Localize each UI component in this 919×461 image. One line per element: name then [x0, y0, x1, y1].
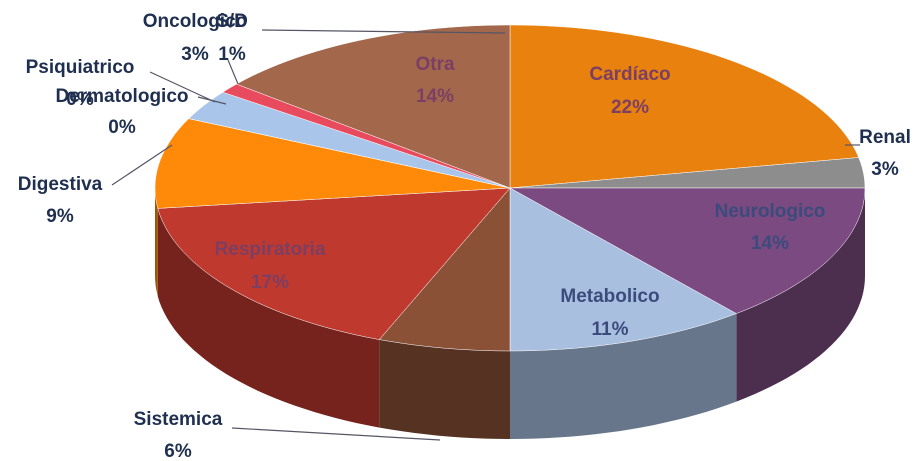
leader-line: [227, 59, 239, 85]
slice-side: [736, 188, 865, 402]
slice-value-label: 11%: [592, 319, 629, 340]
slice: [509, 187, 737, 352]
slice: [235, 24, 511, 189]
leader-line: [261, 29, 506, 34]
slice: [378, 187, 511, 352]
slice-value-label: 6%: [164, 441, 192, 461]
slice-label: S/D: [216, 11, 248, 32]
slice-value-label: 17%: [251, 272, 289, 293]
slice: [509, 157, 866, 189]
slice-value-label: 0%: [66, 89, 94, 110]
slice-value-label: 1%: [218, 44, 246, 65]
slice-value-label: 9%: [46, 206, 74, 227]
slice-label: Renal: [859, 127, 911, 148]
slice-label: Cardíaco: [589, 64, 670, 85]
slice-label: Metabolico: [560, 286, 659, 307]
slice-side: [157, 208, 380, 428]
slice-label: Digestiva: [18, 174, 103, 195]
slice-label: Psiquiatrico: [26, 57, 135, 78]
slice: [509, 187, 866, 314]
slice: [157, 187, 511, 340]
slice-value-label: 22%: [611, 97, 649, 118]
leader-line: [149, 71, 216, 103]
slice-value-label: 14%: [416, 86, 454, 107]
slice-label: Otra: [415, 54, 455, 75]
slice-side: [155, 188, 158, 297]
slice-side: [379, 339, 510, 439]
slice-label: Neurologico: [715, 201, 826, 222]
slice-label: Oncologico: [143, 11, 248, 32]
slice: [188, 91, 511, 189]
slice-label: Sistemica: [134, 409, 223, 430]
leader-line: [231, 427, 441, 441]
slice: [509, 24, 860, 189]
leader-line: [111, 144, 173, 186]
slice-value-label: 0%: [108, 117, 136, 138]
slice-value-label: 3%: [871, 159, 899, 180]
slice-label: Respiratoria: [215, 239, 326, 260]
slice-value-label: 14%: [751, 233, 789, 254]
slice-label: Dermatologico: [55, 86, 188, 107]
slice-side: [510, 313, 737, 439]
slice: [154, 118, 511, 209]
slice-value-label: 3%: [181, 44, 209, 65]
